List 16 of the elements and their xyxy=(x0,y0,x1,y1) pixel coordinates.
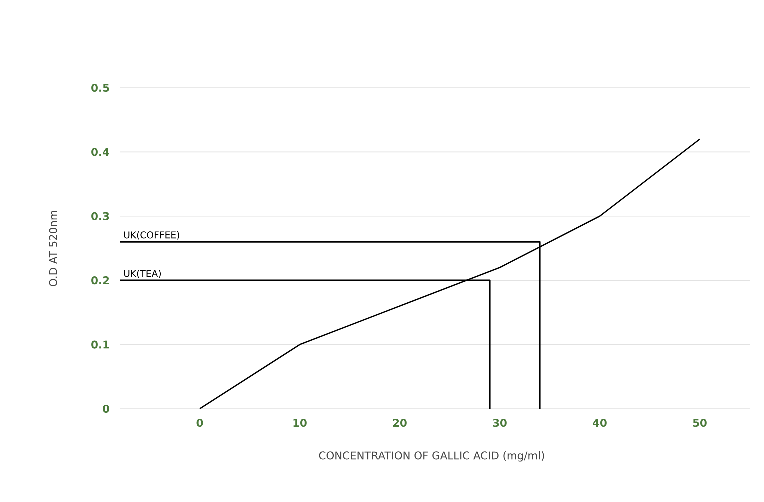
y-tick-label: 0.4 xyxy=(92,148,110,156)
y-axis-title: O.D AT 520nm xyxy=(49,211,58,286)
x-tick-label: 0 xyxy=(196,419,204,428)
series-label: UK(COFFEE) xyxy=(124,232,180,240)
y-tick-label: 0.2 xyxy=(92,276,110,285)
x-tick-label: 10 xyxy=(294,419,307,428)
x-axis-title: CONCENTRATION OF GALLIC ACID (mg/ml) xyxy=(319,452,544,462)
y-tick-label: 0.5 xyxy=(92,84,110,92)
x-tick-label: 40 xyxy=(593,419,607,428)
y-tick-label: 0.1 xyxy=(92,340,110,349)
series-label: UK(TEA) xyxy=(124,270,162,278)
y-tick-label: 0.3 xyxy=(92,212,110,220)
y-tick-label: 0 xyxy=(103,404,110,414)
x-tick-label: 20 xyxy=(393,419,407,428)
x-tick-label: 50 xyxy=(693,419,707,428)
x-tick-label: 30 xyxy=(493,419,507,428)
